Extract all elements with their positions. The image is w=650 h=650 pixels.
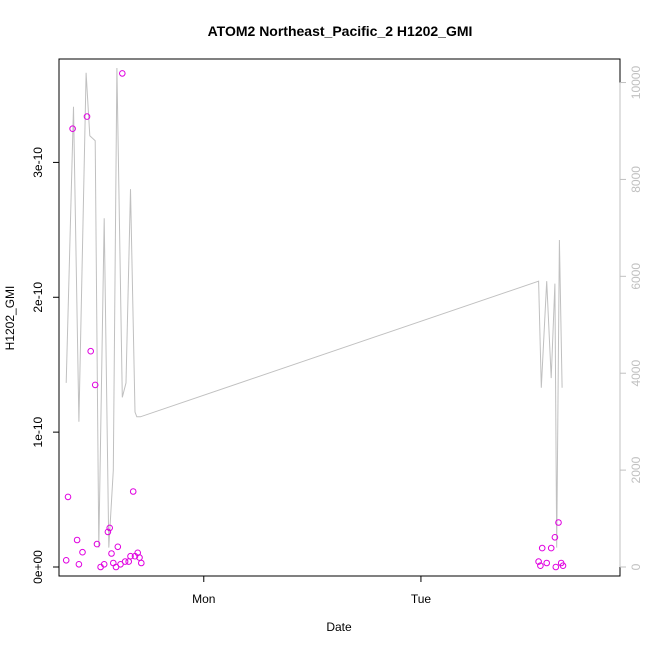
x-tick-label: Mon <box>192 592 215 606</box>
x-tick-label: Tue <box>411 592 432 606</box>
data-point <box>75 561 83 568</box>
y-axis-left: 0e+00 1e-10 2e-10 3e-10 <box>31 147 60 584</box>
data-point <box>83 113 91 120</box>
x-axis-label: Date <box>326 620 352 634</box>
data-point <box>129 488 137 495</box>
data-point <box>91 381 99 389</box>
data-point <box>62 557 70 564</box>
y-axis-label: H1202_GMI <box>3 286 17 351</box>
data-point <box>106 524 113 532</box>
data-point <box>552 563 560 571</box>
data-point <box>93 540 101 548</box>
left-axis-series-points <box>62 70 567 571</box>
y-axis-right: 0 2000 4000 6000 8000 10000 <box>619 66 643 570</box>
data-point <box>73 536 81 544</box>
y-tick-label: 0e+00 <box>31 550 45 584</box>
data-point <box>138 559 145 567</box>
data-point <box>110 559 117 567</box>
series-line <box>65 67 563 548</box>
data-point <box>87 347 94 355</box>
data-point <box>555 519 562 526</box>
data-point <box>125 558 132 565</box>
data-point <box>100 561 108 568</box>
data-point <box>127 552 134 560</box>
data-point <box>108 550 115 557</box>
y2-tick-label: 10000 <box>629 66 643 100</box>
y-tick-label: 2e-10 <box>31 282 45 313</box>
y-tick-label: 1e-10 <box>31 416 45 447</box>
data-point <box>538 544 546 552</box>
data-point <box>69 125 76 132</box>
data-point <box>537 562 544 570</box>
y-tick-label: 3e-10 <box>31 147 45 178</box>
y2-tick-label: 8000 <box>629 166 643 193</box>
chart-title: ATOM2 Northeast_Pacific_2 H1202_GMI <box>208 23 473 39</box>
data-point <box>64 493 72 501</box>
y2-tick-label: 6000 <box>629 263 643 290</box>
data-point <box>559 562 567 570</box>
data-point <box>535 558 542 565</box>
right-axis-series-line <box>65 67 563 548</box>
y2-tick-label: 0 <box>629 563 643 570</box>
y2-tick-label: 2000 <box>629 456 643 483</box>
data-point <box>551 534 559 541</box>
data-point <box>114 543 122 551</box>
data-point <box>104 528 112 536</box>
data-point <box>119 70 126 77</box>
plot-frame <box>58 58 621 577</box>
data-point <box>547 544 555 552</box>
data-point <box>543 559 551 567</box>
data-point <box>121 558 129 565</box>
y2-tick-label: 4000 <box>629 360 643 387</box>
x-axis: Mon Tue <box>192 576 431 606</box>
data-point <box>79 548 86 556</box>
